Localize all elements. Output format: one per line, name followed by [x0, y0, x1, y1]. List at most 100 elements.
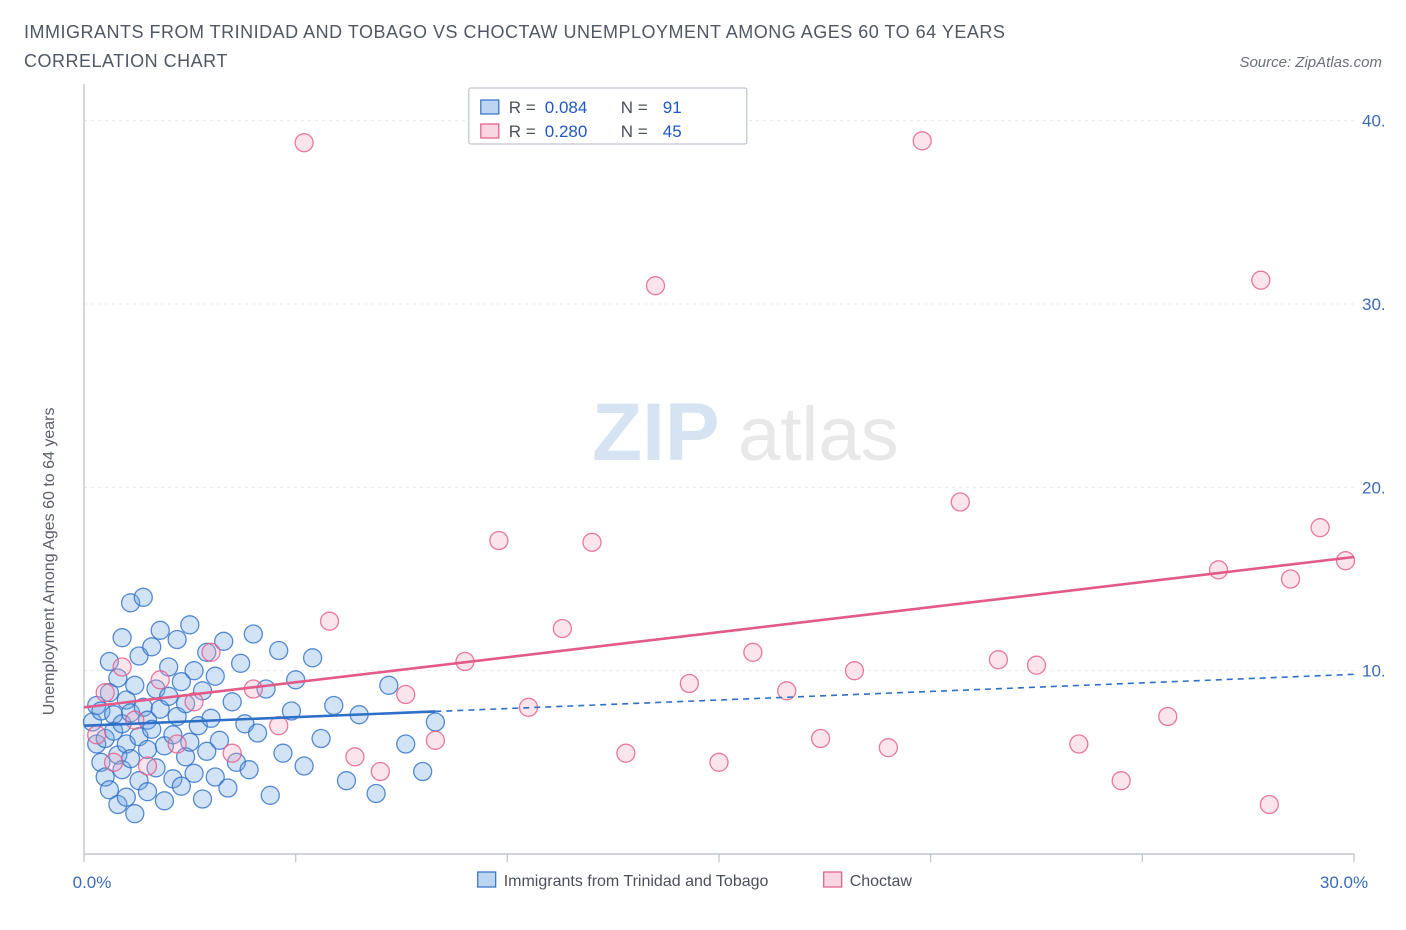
data-point: [1159, 707, 1177, 725]
data-point: [249, 724, 267, 742]
data-point: [223, 744, 241, 762]
legend-swatch: [481, 100, 499, 114]
data-point: [219, 779, 237, 797]
data-point: [1260, 795, 1278, 813]
trend-line: [84, 557, 1354, 707]
data-point: [223, 692, 241, 710]
data-point: [96, 683, 114, 701]
legend-n-label: N =: [621, 98, 648, 117]
data-point: [240, 760, 258, 778]
data-point: [194, 790, 212, 808]
legend-r-label: R =: [509, 98, 536, 117]
legend-r-value: 0.084: [545, 98, 588, 117]
data-point: [845, 661, 863, 679]
data-point: [202, 709, 220, 727]
legend-swatch: [824, 872, 842, 887]
data-point: [113, 658, 131, 676]
y-tick-label: 30.0%: [1362, 295, 1384, 314]
data-point: [1311, 518, 1329, 536]
watermark-zip: ZIP: [592, 386, 720, 477]
y-axis-label: Unemployment Among Ages 60 to 64 years: [41, 407, 58, 715]
data-point: [710, 753, 728, 771]
legend-n-label: N =: [621, 122, 648, 141]
legend-n-value: 91: [663, 98, 682, 117]
data-point: [1070, 735, 1088, 753]
data-point: [617, 744, 635, 762]
data-point: [1337, 551, 1355, 569]
chart-container: ZIPatlas0.0%30.0%10.0%20.0%30.0%40.0%Une…: [24, 84, 1382, 904]
data-point: [105, 753, 123, 771]
data-point: [325, 696, 343, 714]
trend-line-dash: [435, 674, 1354, 711]
data-point: [244, 625, 262, 643]
data-point: [744, 643, 762, 661]
data-point: [346, 747, 364, 765]
legend-series-label: Immigrants from Trinidad and Tobago: [504, 873, 769, 890]
data-point: [1210, 560, 1228, 578]
data-point: [553, 619, 571, 637]
data-point: [312, 729, 330, 747]
legend-swatch: [481, 124, 499, 138]
data-point: [1028, 656, 1046, 674]
data-point: [206, 667, 224, 685]
data-point: [1112, 771, 1130, 789]
legend-r-value: 0.280: [545, 122, 588, 141]
data-point: [126, 804, 144, 822]
data-point: [304, 648, 322, 666]
data-point: [680, 674, 698, 692]
y-tick-label: 10.0%: [1362, 661, 1384, 680]
data-point: [134, 588, 152, 606]
data-point: [913, 131, 931, 149]
data-point: [113, 628, 131, 646]
data-point: [88, 725, 106, 743]
data-point: [168, 630, 186, 648]
data-point: [397, 685, 415, 703]
legend-n-value: 45: [663, 122, 682, 141]
data-point: [337, 771, 355, 789]
x-tick-label: 0.0%: [73, 873, 112, 892]
scatter-chart: ZIPatlas0.0%30.0%10.0%20.0%30.0%40.0%Une…: [24, 84, 1384, 904]
data-point: [287, 670, 305, 688]
data-point: [185, 764, 203, 782]
data-point: [185, 661, 203, 679]
data-point: [270, 641, 288, 659]
data-point: [426, 731, 444, 749]
data-point: [951, 493, 969, 511]
data-point: [1282, 570, 1300, 588]
data-point: [879, 738, 897, 756]
data-point: [261, 786, 279, 804]
source-label: Source: ZipAtlas.com: [1239, 18, 1382, 71]
data-point: [397, 735, 415, 753]
data-point: [126, 711, 144, 729]
data-point: [274, 744, 292, 762]
legend-swatch: [478, 872, 496, 887]
y-tick-label: 40.0%: [1362, 111, 1384, 130]
x-tick-label: 30.0%: [1320, 873, 1368, 892]
data-point: [989, 650, 1007, 668]
data-point: [647, 276, 665, 294]
data-point: [139, 757, 157, 775]
legend-series-label: Choctaw: [850, 873, 913, 890]
data-point: [812, 729, 830, 747]
data-point: [414, 762, 432, 780]
data-point: [583, 533, 601, 551]
data-point: [490, 531, 508, 549]
data-point: [139, 740, 157, 758]
y-tick-label: 20.0%: [1362, 478, 1384, 497]
data-point: [1252, 271, 1270, 289]
data-point: [232, 654, 250, 672]
data-point: [122, 749, 140, 767]
data-point: [143, 637, 161, 655]
data-point: [181, 615, 199, 633]
data-point: [380, 676, 398, 694]
legend-r-label: R =: [509, 122, 536, 141]
data-point: [321, 612, 339, 630]
data-point: [168, 735, 186, 753]
data-point: [117, 788, 135, 806]
data-point: [155, 791, 173, 809]
data-point: [371, 762, 389, 780]
data-point: [426, 713, 444, 731]
data-point: [367, 784, 385, 802]
data-point: [151, 670, 169, 688]
data-point: [126, 676, 144, 694]
